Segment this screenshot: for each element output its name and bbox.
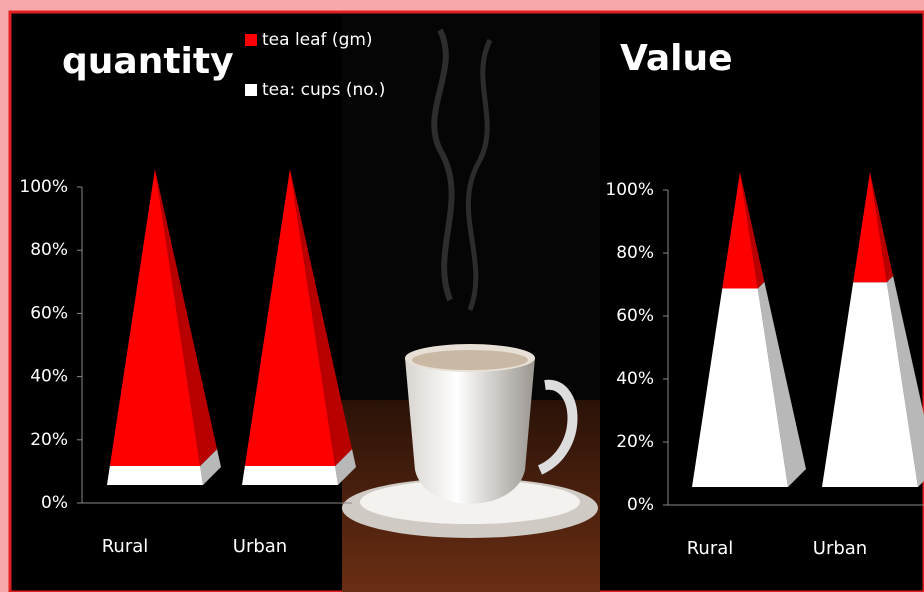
y-tick-label: 40% (30, 367, 68, 387)
x-tick-label: Urban (233, 536, 287, 557)
y-tick-label: 60% (30, 303, 68, 323)
x-tick-label: Rural (102, 536, 149, 557)
y-tick-label: 80% (30, 240, 68, 260)
teacup-photo (342, 14, 600, 592)
x-tick-label: Urban (813, 538, 867, 559)
y-tick-label: 0% (627, 495, 654, 515)
legend-swatch (245, 34, 257, 46)
y-tick-label: 100% (605, 180, 654, 200)
y-tick-label: 60% (616, 306, 654, 326)
legend-label: tea: cups (no.) (262, 80, 385, 100)
y-tick-label: 20% (30, 430, 68, 450)
y-tick-label: 0% (41, 493, 68, 513)
x-tick-label: Rural (687, 538, 734, 559)
chart-title: quantity (62, 41, 234, 82)
y-tick-label: 80% (616, 243, 654, 263)
chart-title: Value (620, 38, 733, 79)
segment-front (107, 466, 203, 485)
y-tick-label: 100% (19, 177, 68, 197)
legend-swatch (245, 84, 257, 96)
slide: quantity Value 0% 20% 40% 60% 80% 100% Rural Ur… (0, 0, 924, 592)
segment-front (242, 466, 338, 485)
legend-label: tea leaf (gm) (262, 30, 373, 50)
y-tick-label: 20% (616, 432, 654, 452)
y-tick-label: 40% (616, 369, 654, 389)
